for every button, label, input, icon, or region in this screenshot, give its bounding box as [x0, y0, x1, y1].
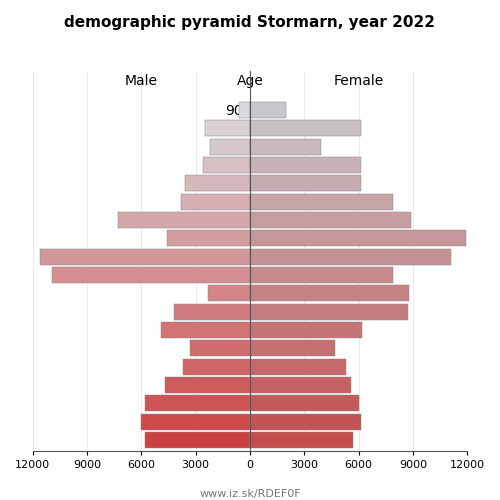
Bar	[52, 267, 250, 283]
Bar	[250, 340, 335, 356]
Bar	[183, 358, 250, 374]
Bar	[165, 377, 250, 393]
Bar	[250, 120, 360, 136]
Bar	[161, 322, 250, 338]
Bar	[250, 358, 346, 374]
Bar	[250, 102, 286, 118]
Bar	[142, 414, 250, 430]
Bar	[204, 120, 250, 136]
Bar	[185, 175, 250, 192]
Bar	[208, 285, 250, 302]
Bar	[203, 157, 250, 173]
Bar	[118, 212, 250, 228]
Bar	[250, 304, 408, 320]
Title: demographic pyramid Stormarn, year 2022: demographic pyramid Stormarn, year 2022	[64, 15, 436, 30]
Text: Age: Age	[236, 74, 264, 88]
Bar	[250, 194, 393, 210]
Bar	[250, 414, 360, 430]
Bar	[250, 248, 451, 264]
Text: Male: Male	[125, 74, 158, 88]
Text: Female: Female	[334, 74, 384, 88]
Bar	[250, 395, 358, 411]
Bar	[190, 340, 250, 356]
Bar	[181, 194, 250, 210]
Bar	[250, 285, 410, 302]
Bar	[250, 212, 412, 228]
Bar	[250, 377, 352, 393]
Bar	[166, 230, 250, 246]
Bar	[250, 230, 466, 246]
Bar	[250, 175, 360, 192]
Bar	[145, 432, 250, 448]
Bar	[174, 304, 250, 320]
Text: www.iz.sk/RDEF0F: www.iz.sk/RDEF0F	[199, 490, 301, 500]
Bar	[239, 102, 250, 118]
Bar	[250, 322, 362, 338]
Bar	[250, 267, 393, 283]
Bar	[250, 157, 360, 173]
Bar	[250, 138, 320, 154]
Bar	[250, 432, 354, 448]
Bar	[210, 138, 250, 154]
Bar	[40, 248, 250, 264]
Bar	[145, 395, 250, 411]
